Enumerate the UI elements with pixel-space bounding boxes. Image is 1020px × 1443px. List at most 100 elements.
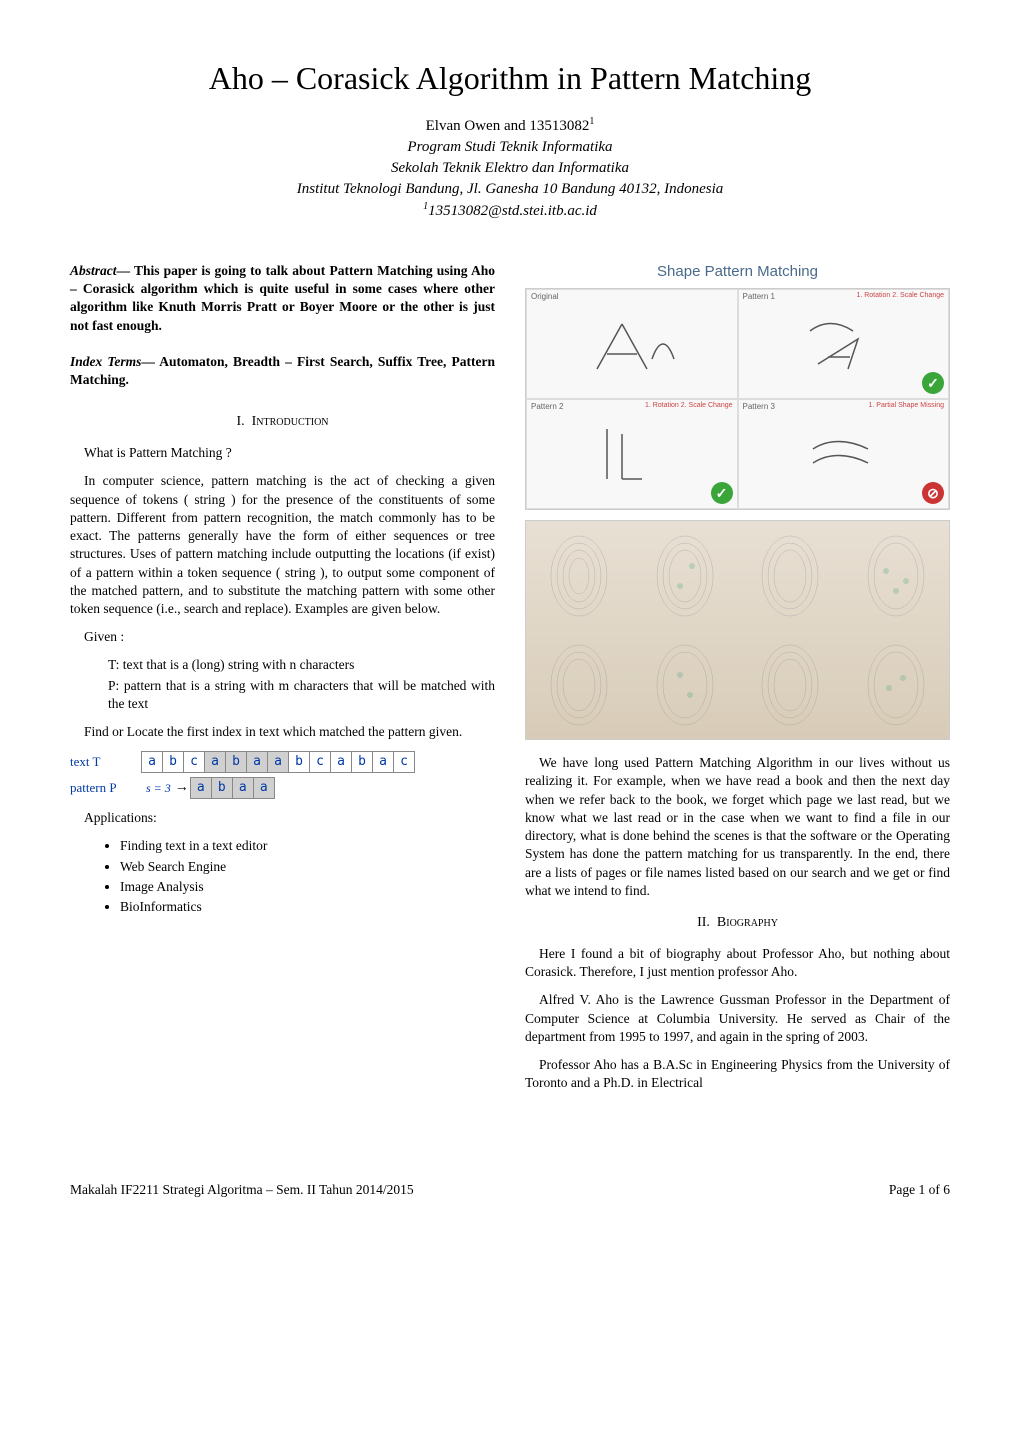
shape-cell-label-1: Pattern 1 — [743, 292, 775, 303]
right-para-4: Professor Aho has a B.A.Sc in Engineerin… — [525, 1056, 950, 1092]
fingerprint-figure — [525, 520, 950, 740]
fingerprint-1 — [526, 521, 632, 630]
sketch-original-icon — [587, 309, 677, 379]
text-cell: b — [225, 751, 247, 773]
pattern-cell: b — [211, 777, 233, 799]
text-cell: b — [288, 751, 310, 773]
fingerprint-7 — [738, 630, 844, 739]
find-para: Find or Locate the first index in text w… — [70, 723, 495, 741]
check-icon: ✓ — [711, 482, 733, 504]
text-cell: a — [330, 751, 352, 773]
fingerprint-2 — [632, 521, 738, 630]
fingerprint-icon — [544, 640, 614, 730]
shape-cell-pattern-1: Pattern 1 1. Rotation 2. Scale Change ✓ — [738, 289, 950, 399]
pattern-row: pattern P s = 3 → abaa — [70, 777, 495, 799]
shape-pattern-figure: Shape Pattern Matching Original Pattern … — [525, 262, 950, 510]
author-block: Elvan Owen and 135130821 Program Studi T… — [70, 115, 950, 222]
pattern-cell: a — [232, 777, 254, 799]
list-item: Finding text in a text editor — [120, 837, 495, 855]
fingerprint-icon — [861, 531, 931, 621]
right-para-2: Here I found a bit of biography about Pr… — [525, 945, 950, 981]
text-cell: a — [372, 751, 394, 773]
arrow-icon: → — [175, 779, 189, 798]
shape-cell-pattern-3: Pattern 3 1. Partial Shape Missing ⊘ — [738, 399, 950, 509]
fingerprint-icon — [544, 531, 614, 621]
text-boxes: abcabaabcabac — [142, 751, 415, 773]
given-p: P: pattern that is a string with m chara… — [108, 677, 495, 713]
applications-list: Finding text in a text editor Web Search … — [120, 837, 495, 916]
author-email: 13513082@std.stei.itb.ac.id — [428, 203, 597, 219]
right-para-1: We have long used Pattern Matching Algor… — [525, 754, 950, 900]
pattern-table: text T abcabaabcabac pattern P s = 3 → a… — [70, 751, 495, 799]
fingerprint-icon — [861, 640, 931, 730]
shape-figure-title: Shape Pattern Matching — [525, 262, 950, 282]
text-row: text T abcabaabcabac — [70, 751, 495, 773]
cross-icon: ⊘ — [922, 482, 944, 504]
section-title-1: Introduction — [252, 414, 329, 429]
right-column: Shape Pattern Matching Original Pattern … — [525, 262, 950, 1102]
index-terms-block: Index Terms— Automaton, Breadth – First … — [70, 353, 495, 389]
section-heading-bio: II. Biography — [525, 914, 950, 933]
text-cell: a — [246, 751, 268, 773]
pattern-cell: a — [190, 777, 212, 799]
shape-grid: Original Pattern 1 1. Rotation 2. Scale … — [525, 288, 950, 510]
shape-cell-label-2: Pattern 2 — [531, 402, 563, 413]
list-item: BioInformatics — [120, 898, 495, 916]
page-footer: Makalah IF2211 Strategi Algoritma – Sem.… — [70, 1182, 950, 1198]
text-cell: c — [309, 751, 331, 773]
pattern-label: pattern P — [70, 779, 142, 797]
shape-cell-label-0: Original — [531, 292, 559, 303]
list-item: Web Search Engine — [120, 858, 495, 876]
author-affil-1: Program Studi Teknik Informatika — [70, 137, 950, 158]
pattern-boxes: abaa — [191, 777, 275, 799]
given-label: Given : — [70, 628, 495, 646]
section-heading-intro: I. Introduction — [70, 413, 495, 432]
index-terms-label: Index Terms — [70, 354, 141, 369]
shape-row-1: Original Pattern 1 1. Rotation 2. Scale … — [526, 289, 949, 399]
shape-row-2: Pattern 2 1. Rotation 2. Scale Change ✓ … — [526, 399, 949, 509]
paper-title: Aho – Corasick Algorithm in Pattern Matc… — [70, 60, 950, 97]
intro-question: What is Pattern Matching ? — [70, 444, 495, 462]
abstract-label: Abstract — [70, 263, 117, 278]
sketch-pattern1-icon — [798, 309, 888, 379]
footer-left: Makalah IF2211 Strategi Algoritma – Sem.… — [70, 1182, 414, 1198]
footer-right: Page 1 of 6 — [889, 1182, 950, 1198]
section-title-2: Biography — [717, 915, 778, 930]
text-cell: a — [141, 751, 163, 773]
author-affil-2: Sekolah Teknik Elektro dan Informatika — [70, 158, 950, 179]
fingerprint-icon — [650, 531, 720, 621]
section-num-2: II. — [697, 915, 710, 930]
shape-cell-label-3: Pattern 3 — [743, 402, 775, 413]
shape-cell-annot-2: 1. Rotation 2. Scale Change — [645, 402, 733, 410]
applications-label: Applications: — [70, 809, 495, 827]
text-cell: a — [267, 751, 289, 773]
given-t: T: text that is a (long) string with n c… — [108, 656, 495, 674]
abstract-text: — This paper is going to talk about Patt… — [70, 263, 495, 333]
author-name: Elvan Owen and 13513082 — [426, 118, 590, 134]
shape-cell-annot-3: 1. Partial Shape Missing — [869, 402, 944, 410]
text-cell: b — [351, 751, 373, 773]
fingerprint-3 — [738, 521, 844, 630]
shape-cell-pattern-2: Pattern 2 1. Rotation 2. Scale Change ✓ — [526, 399, 738, 509]
shape-cell-original: Original — [526, 289, 738, 399]
author-email-line: 113513082@std.stei.itb.ac.id — [70, 200, 950, 222]
two-column-layout: Abstract— This paper is going to talk ab… — [70, 262, 950, 1102]
author-affil-3: Institut Teknologi Bandung, Jl. Ganesha … — [70, 179, 950, 200]
list-item: Image Analysis — [120, 878, 495, 896]
text-cell: b — [162, 751, 184, 773]
right-para-3: Alfred V. Aho is the Lawrence Gussman Pr… — [525, 991, 950, 1046]
fingerprint-icon — [650, 640, 720, 730]
left-column: Abstract— This paper is going to talk ab… — [70, 262, 495, 1102]
intro-para-1: In computer science, pattern matching is… — [70, 472, 495, 618]
text-label: text T — [70, 753, 142, 771]
sketch-pattern3-icon — [798, 419, 888, 489]
sketch-pattern2-icon — [587, 419, 677, 489]
check-icon: ✓ — [922, 372, 944, 394]
text-cell: c — [183, 751, 205, 773]
author-sup: 1 — [589, 116, 594, 127]
text-cell: c — [393, 751, 415, 773]
fingerprint-icon — [755, 531, 825, 621]
text-cell: a — [204, 751, 226, 773]
fingerprint-8 — [843, 630, 949, 739]
section-num-1: I. — [236, 414, 244, 429]
